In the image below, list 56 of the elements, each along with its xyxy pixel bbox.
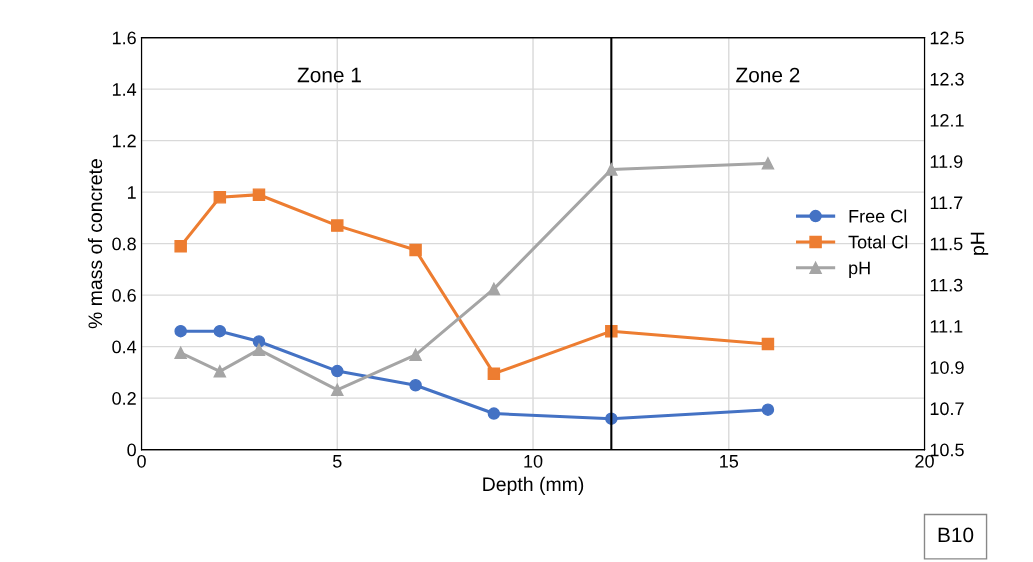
- y-tick-label: 1: [128, 186, 136, 199]
- y2-tick-label: 11.9: [930, 155, 963, 168]
- y-tick-label: 1.2: [112, 134, 136, 148]
- y2-tick-label: 10.9: [930, 361, 964, 374]
- y-tick-label: 1.4: [112, 83, 137, 96]
- y-tick-label: 1.6: [112, 31, 136, 45]
- point: [487, 407, 501, 420]
- y2-tick-label: 11.1: [930, 320, 963, 333]
- point: [761, 157, 775, 170]
- point: [252, 335, 266, 348]
- y2-tick-label: 10.7: [930, 402, 964, 416]
- point: [174, 346, 187, 360]
- y2-axis-title: pH: [970, 232, 989, 255]
- point: [331, 364, 344, 378]
- x-tick-label: 10: [524, 454, 543, 468]
- y-tick-label: 0.2: [112, 392, 136, 405]
- y-tick-label: 0.4: [112, 340, 137, 354]
- y2-tick-label: 10.5: [930, 443, 964, 457]
- x-tick-label: 5: [332, 455, 342, 468]
- point: [761, 337, 775, 351]
- point: [409, 243, 422, 257]
- point: [174, 239, 187, 253]
- point: [761, 403, 775, 416]
- x-tick-label: 0: [137, 454, 146, 468]
- legend-label: pH: [849, 261, 870, 278]
- point: [213, 191, 227, 204]
- point: [331, 383, 344, 397]
- legend-label: Total Cl: [848, 235, 908, 249]
- point: [213, 365, 227, 378]
- point: [213, 324, 227, 338]
- x-tick-label: 20: [915, 454, 934, 468]
- x-tick-label: 15: [720, 455, 739, 468]
- text: B10: [938, 527, 974, 543]
- point: [409, 348, 422, 362]
- x-axis-title: Depth (mm): [483, 476, 584, 495]
- y2-tick-label: 12.3: [930, 72, 964, 86]
- y2-tick-label: 12.1: [930, 113, 964, 127]
- point: [252, 188, 266, 201]
- y2-tick-label: 11.7: [930, 196, 963, 209]
- point: [331, 219, 344, 232]
- y-tick-label: 0.8: [112, 237, 136, 251]
- y2-tick-label: 11.5: [930, 237, 963, 251]
- annotation: Zone 2: [736, 67, 800, 83]
- y2-tick-label: 12.5: [930, 31, 964, 45]
- point: [409, 378, 422, 392]
- annotation: Zone 1: [297, 67, 361, 83]
- y-tick-label: 0.6: [112, 289, 136, 302]
- legend-label: Free Cl: [849, 209, 907, 223]
- point: [252, 343, 266, 356]
- y-tick-label: 0: [127, 443, 136, 457]
- point: [487, 282, 501, 296]
- point: [487, 367, 501, 380]
- y2-tick-label: 11.3: [930, 278, 963, 292]
- point: [174, 324, 187, 338]
- y-axis-title: % mass of concrete: [87, 159, 103, 329]
- point: [605, 163, 618, 176]
